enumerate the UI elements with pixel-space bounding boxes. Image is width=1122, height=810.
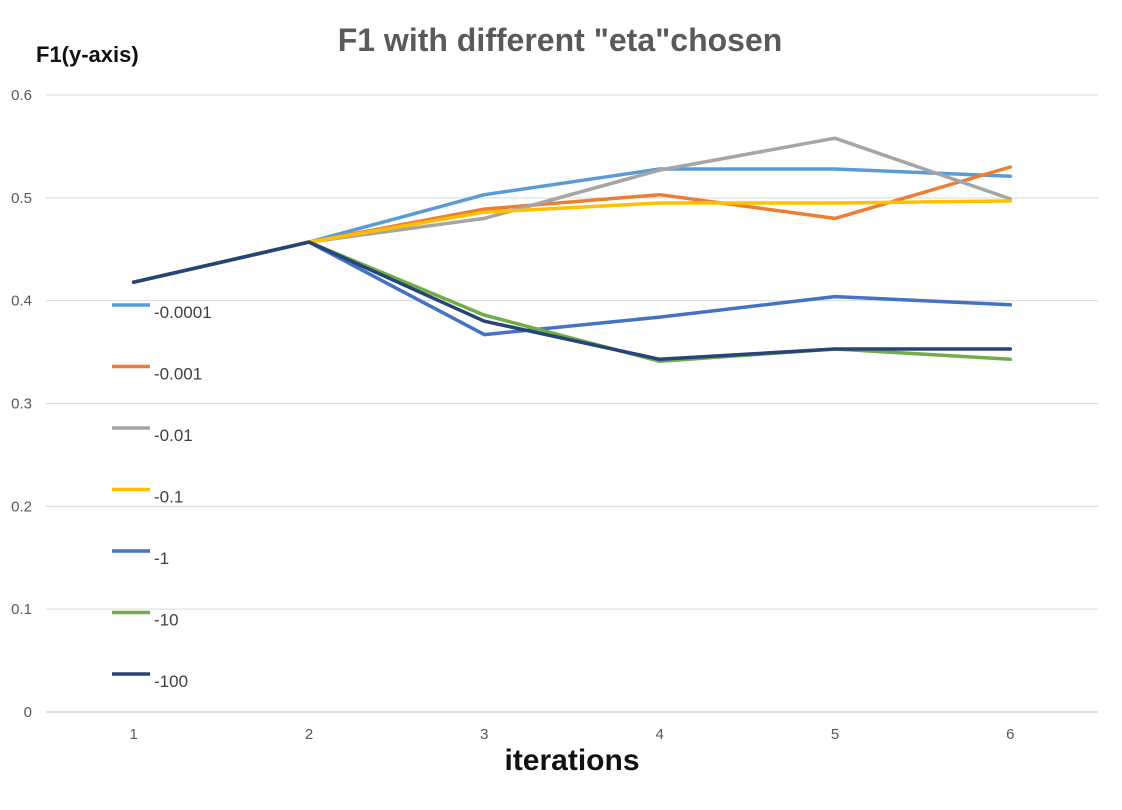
legend-item: -1 (112, 549, 169, 568)
legend-item: -0.001 (112, 365, 202, 384)
x-tick-label: 5 (831, 726, 839, 743)
y-tick-label: 0.4 (11, 293, 32, 310)
legend-label: -0.01 (154, 426, 193, 445)
series-line (131, 240, 1013, 337)
y-tick-label: 0.3 (11, 396, 32, 413)
y-tick-label: 0 (24, 704, 32, 721)
series-line (131, 240, 1013, 364)
legend-item: -100 (112, 672, 188, 691)
y-tick-label: 0.5 (11, 190, 32, 207)
x-tick-labels: 1 2 3 4 5 6 (129, 726, 1014, 743)
x-tick-label: 1 (129, 726, 137, 743)
y-tick-label: 0.6 (11, 87, 32, 104)
legend-label: -0.1 (154, 488, 183, 507)
x-axis-label: iterations (504, 744, 639, 777)
legend-label: -0.001 (154, 365, 202, 384)
legend-item: -0.0001 (112, 303, 212, 322)
series-line (131, 199, 1013, 284)
legend-item: -0.1 (112, 488, 183, 507)
y-tick-labels: 0 0.1 0.2 0.3 0.4 0.5 0.6 (11, 87, 32, 721)
series-line (131, 167, 1013, 284)
chart-title: F1 with different "eta"chosen (338, 22, 783, 58)
series-line (131, 240, 1013, 362)
x-tick-label: 6 (1006, 726, 1014, 743)
y-tick-label: 0.1 (11, 601, 32, 618)
legend-label: -1 (154, 549, 169, 568)
series-lines (131, 136, 1013, 364)
legend-label: -0.0001 (154, 303, 212, 322)
x-tick-label: 4 (655, 726, 663, 743)
grid (46, 94, 1098, 713)
legend-item: -10 (112, 611, 179, 630)
legend-label: -10 (154, 611, 179, 630)
x-tick-label: 2 (305, 726, 313, 743)
y-tick-label: 0.2 (11, 498, 32, 515)
y-axis-label: F1(y-axis) (36, 42, 139, 67)
legend-item: -0.01 (112, 426, 193, 445)
legend: -0.0001 -0.001 -0.01 -0.1 -1 -10 -100 (112, 303, 212, 691)
legend-label: -100 (154, 672, 188, 691)
x-tick-label: 3 (480, 726, 488, 743)
series-line (131, 165, 1013, 284)
series-line (131, 136, 1013, 284)
